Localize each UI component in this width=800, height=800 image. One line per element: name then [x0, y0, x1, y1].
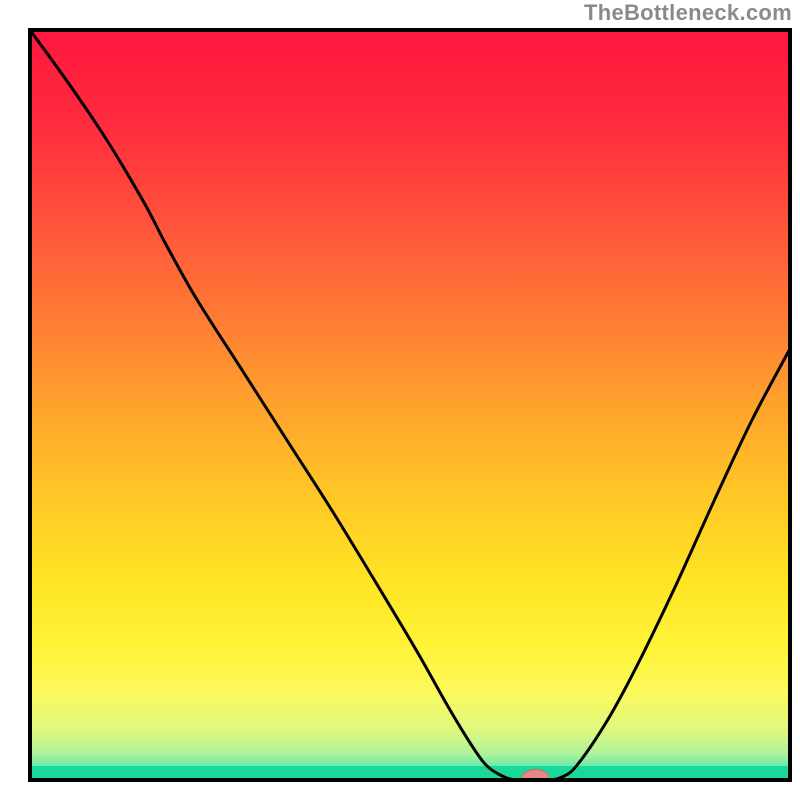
watermark-text: TheBottleneck.com [584, 0, 792, 26]
gradient-background [30, 30, 790, 780]
bottleneck-chart [0, 0, 800, 800]
green-baseline-band [30, 766, 790, 780]
